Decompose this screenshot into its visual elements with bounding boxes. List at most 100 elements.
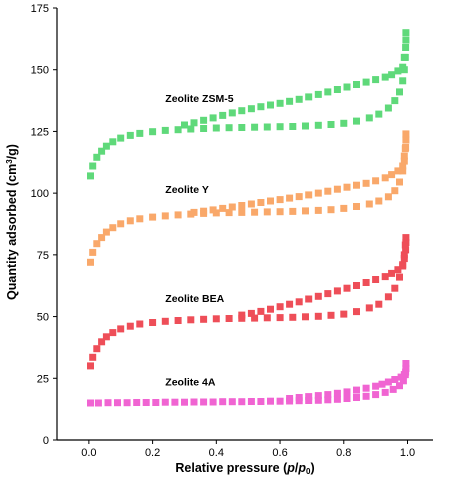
data-point (399, 77, 407, 85)
data-point (391, 284, 399, 292)
data-point (324, 187, 332, 195)
data-point (190, 208, 198, 216)
data-point (174, 211, 182, 219)
series-label: Zeolite Y (165, 184, 209, 196)
data-point (171, 398, 179, 406)
axes (56, 8, 433, 441)
data-point (89, 353, 97, 361)
data-point (247, 309, 255, 317)
data-point (238, 208, 246, 216)
data-point (362, 78, 370, 86)
data-point (209, 206, 217, 214)
data-point (302, 313, 309, 321)
data-point (98, 338, 106, 346)
data-point (152, 399, 160, 406)
data-point (251, 123, 259, 131)
data-point (365, 114, 373, 122)
data-point (219, 204, 227, 212)
data-point (372, 276, 380, 283)
data-point (399, 261, 407, 269)
x-tick-label: 0.0 (81, 447, 96, 459)
data-point (238, 124, 246, 131)
data-point (333, 86, 341, 93)
series-layer (87, 29, 410, 407)
data-point (94, 399, 102, 407)
data-point (212, 124, 220, 132)
data-point (353, 203, 360, 210)
data-point (102, 333, 110, 341)
data-point (384, 193, 392, 201)
data-point (87, 258, 94, 266)
data-point (295, 95, 303, 103)
data-point (87, 362, 94, 370)
data-point (402, 136, 410, 144)
data-point (402, 44, 410, 51)
data-point (142, 399, 150, 406)
data-point (257, 199, 265, 206)
data-point (343, 388, 351, 396)
data-point (87, 399, 94, 407)
data-point (228, 203, 236, 211)
y-tick-label: 75 (37, 250, 49, 262)
data-point (314, 312, 322, 320)
data-point (89, 162, 97, 170)
y-tick-label: 125 (31, 126, 49, 138)
data-point (209, 398, 217, 406)
data-point (87, 172, 94, 180)
data-point (302, 122, 309, 130)
data-point (402, 239, 410, 246)
data-point (238, 202, 246, 209)
data-point (247, 105, 255, 113)
data-point (257, 398, 265, 405)
data-point (102, 228, 110, 236)
data-point (353, 81, 360, 88)
data-point (396, 273, 403, 281)
data-point (314, 392, 322, 400)
data-point (93, 345, 101, 353)
data-point (228, 398, 236, 406)
data-point (114, 399, 121, 407)
data-point (126, 322, 134, 330)
data-point (263, 314, 271, 322)
data-point (200, 116, 208, 124)
data-point (397, 373, 405, 381)
x-tick-label: 0.8 (336, 447, 351, 459)
data-point (187, 316, 195, 324)
data-point (314, 90, 322, 98)
data-point (327, 121, 335, 128)
data-point (372, 391, 380, 399)
data-point (399, 162, 407, 170)
data-point (89, 248, 97, 256)
data-point (251, 208, 259, 216)
data-point (402, 130, 410, 138)
data-point (267, 305, 274, 313)
data-point (251, 314, 259, 322)
data-point (267, 197, 274, 205)
data-point (109, 224, 117, 232)
y-tick-label: 0 (43, 435, 49, 447)
data-point (276, 303, 284, 311)
y-tick-label: 175 (31, 3, 49, 15)
data-point (399, 63, 407, 71)
data-point (276, 99, 284, 107)
data-point (247, 398, 255, 405)
data-point (324, 391, 332, 399)
y-tick-label: 100 (31, 188, 49, 200)
data-point (276, 314, 284, 322)
data-point (93, 240, 101, 248)
data-point (314, 121, 322, 129)
data-point (391, 376, 399, 383)
x-axis-title: Relative pressure (p/p0) (175, 461, 314, 476)
data-point (225, 124, 233, 132)
data-point (340, 204, 348, 212)
data-point (353, 117, 360, 125)
data-point (375, 197, 383, 205)
data-point (365, 200, 373, 208)
data-point (343, 284, 351, 292)
series-labels: Zeolite ZSM-5 Zeolite Y Zeolite BEA Zeolite… (165, 93, 233, 389)
data-point (394, 167, 402, 175)
data-point (190, 398, 198, 406)
ticks: 0 25 50 75 100 125 150 175 0.0 0.2 0.4 0.6 0.8 1.0 (31, 3, 416, 459)
x-tick-label: 0.4 (209, 447, 224, 459)
data-point (149, 213, 157, 221)
